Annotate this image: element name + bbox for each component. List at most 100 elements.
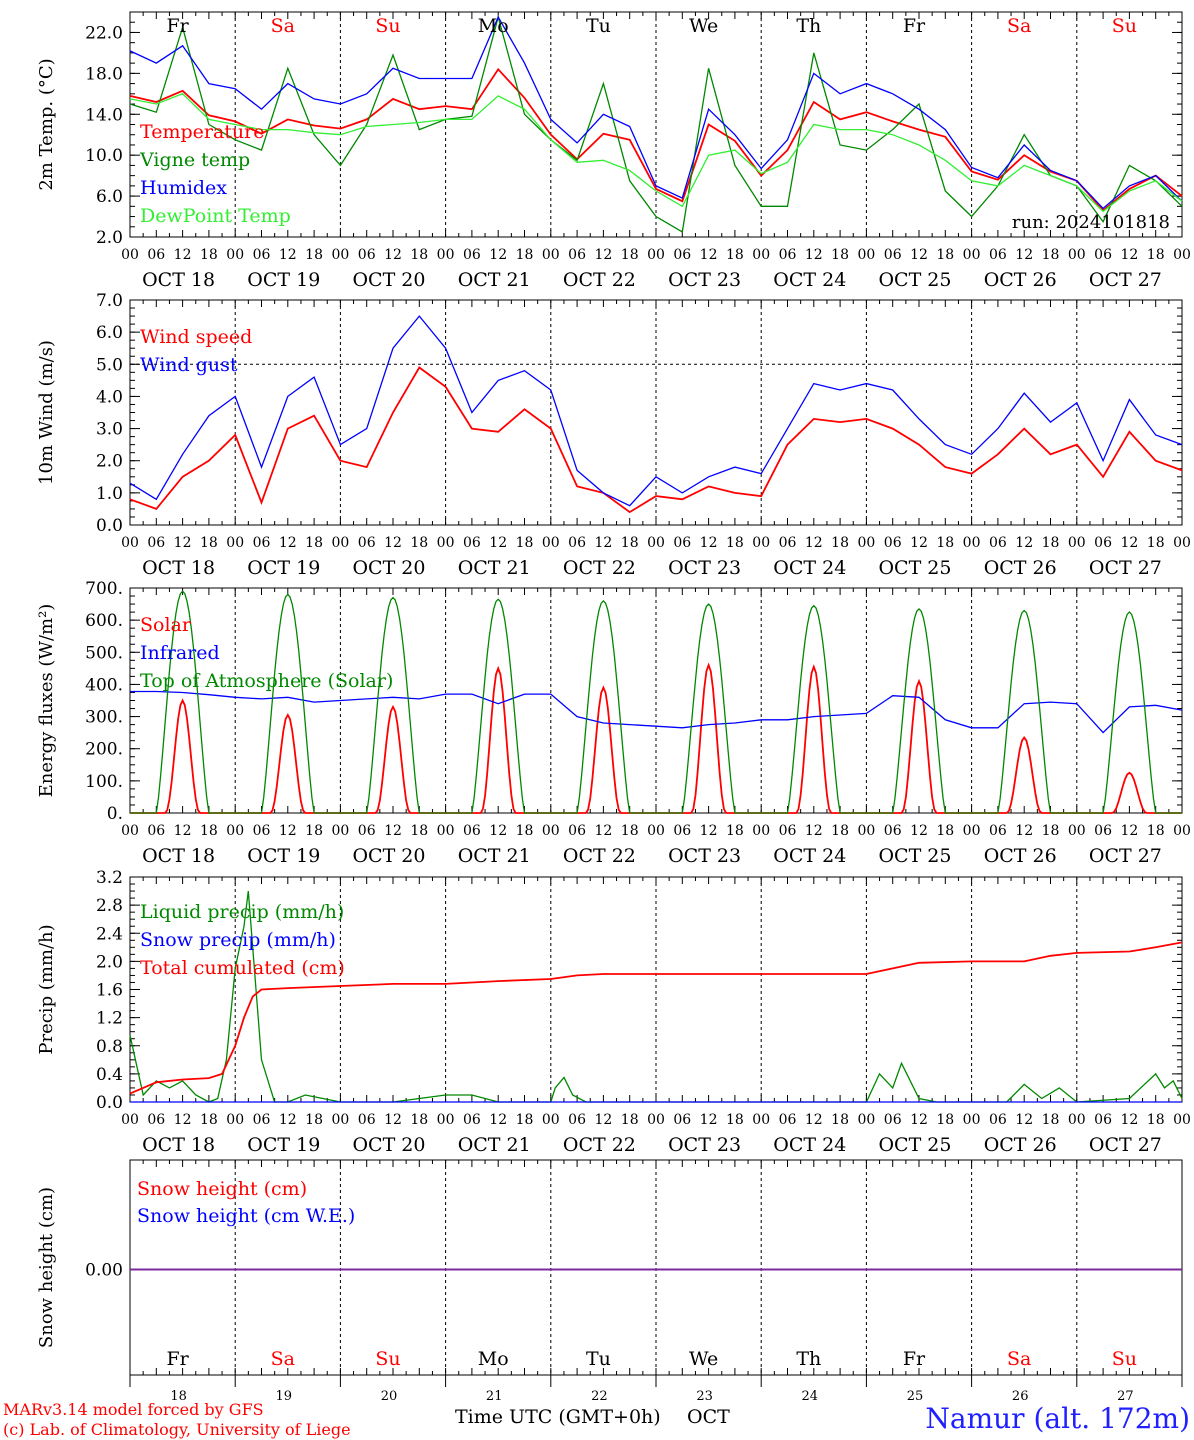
hour-tick-label: 00 [542, 823, 560, 839]
hour-tick-label: 00 [437, 1112, 455, 1128]
legend-entry: Top of Atmosphere (Solar) [140, 670, 393, 692]
hour-tick-label: 18 [200, 823, 218, 839]
hour-tick-label: 12 [384, 247, 402, 263]
y-axis-label: Precip (mm/h) [36, 924, 57, 1054]
hour-tick-label: 00 [752, 247, 770, 263]
day-number-label: 25 [907, 1389, 924, 1404]
hour-tick-label: 00 [331, 247, 349, 263]
hour-tick-label: 00 [542, 1112, 560, 1128]
hour-tick-label: 18 [831, 535, 849, 551]
hour-tick-label: 12 [700, 247, 718, 263]
hour-tick-label: 12 [700, 1112, 718, 1128]
hour-tick-label: 00 [437, 247, 455, 263]
hour-tick-label: 18 [936, 247, 954, 263]
hour-tick-label: 06 [358, 1112, 376, 1128]
hour-tick-label: 18 [200, 535, 218, 551]
legend-entry: Snow height (cm W.E.) [137, 1205, 355, 1227]
hour-tick-label: 12 [174, 1112, 192, 1128]
hour-tick-label: 18 [305, 535, 323, 551]
date-label: OCT 22 [563, 1134, 636, 1156]
hour-tick-label: 06 [673, 535, 691, 551]
hour-tick-label: 12 [174, 247, 192, 263]
series-line-top-of-atmosphere-solar- [130, 590, 1182, 814]
date-label: OCT 23 [668, 1134, 741, 1156]
hour-tick-label: 12 [384, 535, 402, 551]
hour-tick-label: 12 [1120, 535, 1138, 551]
hour-tick-label: 06 [989, 535, 1007, 551]
date-label: OCT 18 [142, 845, 215, 867]
legend-entry: Vigne temp [139, 149, 250, 171]
hour-tick-label: 18 [410, 823, 428, 839]
hour-tick-label: 06 [989, 1112, 1007, 1128]
date-label: OCT 20 [352, 1134, 425, 1156]
hour-tick-label: 18 [726, 247, 744, 263]
date-label: OCT 26 [984, 1134, 1057, 1156]
y-tick-label: 0.4 [96, 1065, 123, 1085]
hour-tick-label: 00 [331, 535, 349, 551]
hour-tick-label: 12 [279, 247, 297, 263]
weekday-label: Su [1112, 15, 1137, 37]
hour-tick-label: 12 [700, 535, 718, 551]
hour-tick-label: 18 [516, 247, 534, 263]
date-label: OCT 27 [1089, 1134, 1162, 1156]
hour-tick-label: 12 [384, 823, 402, 839]
model-credit: MARv3.14 model forced by GFS [3, 1400, 264, 1419]
hour-tick-label: 00 [437, 823, 455, 839]
y-tick-label: 2.8 [96, 896, 123, 916]
hour-tick-label: 18 [1042, 535, 1060, 551]
date-label: OCT 24 [773, 845, 846, 867]
hour-tick-label: 18 [200, 1112, 218, 1128]
hour-tick-label: 18 [726, 823, 744, 839]
date-label: OCT 23 [668, 269, 741, 291]
hour-tick-label: 06 [253, 247, 271, 263]
hour-tick-label: 06 [779, 1112, 797, 1128]
weekday-label: Mo [478, 15, 509, 37]
date-label: OCT 24 [773, 269, 846, 291]
legend-entry: Infrared [140, 642, 220, 664]
hour-tick-label: 06 [358, 535, 376, 551]
weekday-label: Su [375, 1348, 400, 1370]
weekday-label: Sa [271, 1348, 295, 1370]
hour-tick-label: 12 [279, 535, 297, 551]
legend-entry: Temperature [140, 121, 264, 143]
hour-tick-label: 06 [1094, 1112, 1112, 1128]
panel-1: 00 06 12 18 00 06 12 18 00 06 12 18 00 06 12 18 00 06 12 18… [36, 11, 1191, 291]
hour-tick-label: 06 [568, 535, 586, 551]
hour-tick-label: 12 [594, 247, 612, 263]
hour-tick-label: 18 [410, 1112, 428, 1128]
hour-tick-label: 18 [831, 1112, 849, 1128]
hour-tick-label: 12 [279, 1112, 297, 1128]
date-label: OCT 19 [247, 269, 320, 291]
hour-tick-label: 12 [700, 823, 718, 839]
hour-tick-label: 06 [253, 1112, 271, 1128]
hour-tick-label: 06 [463, 1112, 481, 1128]
location-label: Namur (alt. 172m) [925, 1402, 1190, 1435]
date-label: OCT 22 [563, 557, 636, 579]
date-label: OCT 27 [1089, 557, 1162, 579]
hour-tick-label: 12 [805, 823, 823, 839]
hour-tick-label: 12 [1015, 823, 1033, 839]
hour-tick-label: 00 [857, 823, 875, 839]
hour-tick-label: 18 [410, 535, 428, 551]
hour-tick-label: 12 [910, 247, 928, 263]
y-tick-label: 0.8 [96, 1037, 123, 1057]
hour-tick-label: 12 [1120, 1112, 1138, 1128]
day-number-label: 26 [1012, 1389, 1029, 1404]
y-tick-label: 4.0 [96, 387, 123, 407]
y-tick-label: 0.0 [96, 516, 123, 536]
hour-tick-label: 06 [779, 247, 797, 263]
date-label: OCT 19 [247, 557, 320, 579]
y-tick-label: 400. [85, 675, 123, 695]
hour-tick-label: 12 [805, 535, 823, 551]
hour-tick-label: 18 [831, 823, 849, 839]
hour-tick-label: 18 [621, 535, 639, 551]
y-tick-label: 7.0 [96, 291, 123, 311]
hour-tick-label: 12 [910, 823, 928, 839]
plot-frame [129, 587, 1183, 814]
footer: MARv3.14 model forced by GFS (c) Lab. of… [3, 1400, 1190, 1439]
hour-tick-label: 18 [516, 823, 534, 839]
date-label: OCT 20 [352, 269, 425, 291]
hour-tick-label: 00 [1173, 247, 1191, 263]
hour-tick-label: 18 [200, 247, 218, 263]
hour-tick-label: 06 [358, 823, 376, 839]
